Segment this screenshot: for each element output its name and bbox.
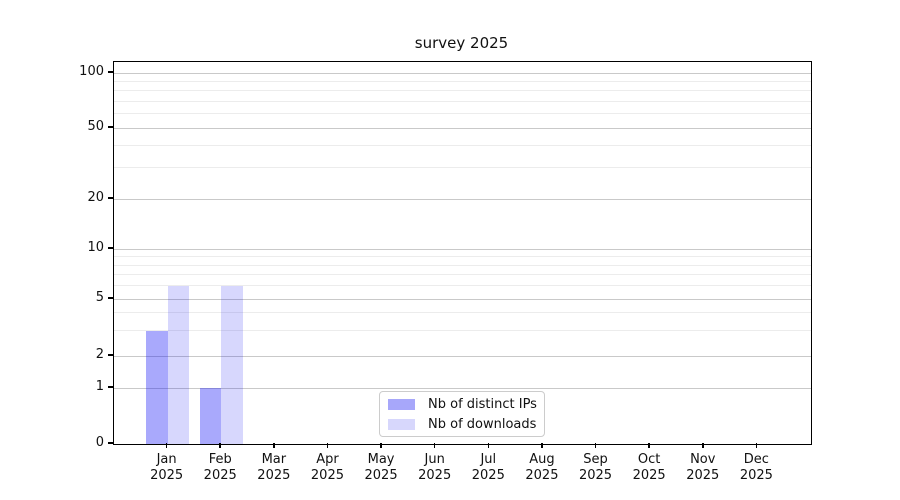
x-tick-label-month: Jan	[156, 452, 177, 467]
legend-label: Nb of downloads	[428, 416, 537, 432]
x-tick-label-month: Apr	[316, 452, 339, 467]
x-tick-label-year: 2025	[739, 468, 773, 483]
y-tick-label: 10	[87, 240, 104, 255]
x-tick-mark	[380, 443, 382, 448]
gridline-major	[114, 298, 811, 300]
plot-area: Nb of distinct IPs Nb of downloads	[113, 61, 812, 445]
x-tick-label-year: 2025	[686, 468, 720, 483]
x-tick-label-year: 2025	[632, 468, 666, 483]
gridline-minor	[114, 80, 811, 82]
y-tick-mark	[108, 247, 113, 249]
x-tick-label: Oct 2025	[621, 452, 677, 484]
gridline-major	[114, 387, 811, 389]
y-tick-mark	[108, 297, 113, 299]
gridline-major	[114, 198, 811, 200]
x-tick-label: Jun 2025	[407, 452, 463, 484]
y-tick-label: 20	[87, 190, 104, 205]
y-tick-label: 5	[95, 290, 104, 305]
legend-item: Nb of distinct IPs	[388, 394, 537, 414]
gridline-major	[114, 355, 811, 357]
x-tick-mark	[433, 443, 436, 448]
x-tick-mark	[541, 443, 543, 448]
chart-title: survey 2025	[414, 34, 509, 52]
x-tick-label-year: 2025	[471, 468, 505, 483]
gridline-major	[114, 248, 811, 250]
x-tick-mark	[326, 443, 329, 448]
x-tick-label-month: Sep	[583, 452, 608, 467]
y-tick-mark	[108, 197, 113, 199]
gridline-minor	[114, 144, 811, 146]
gridline-minor	[114, 100, 811, 102]
legend-swatch	[388, 398, 415, 410]
x-tick-label: Aug 2025	[514, 452, 570, 484]
x-tick-label-month: Jul	[480, 452, 497, 467]
x-tick-label-month: Feb	[208, 452, 232, 467]
y-tick-mark	[108, 386, 113, 388]
x-tick-label-year: 2025	[257, 468, 291, 483]
x-tick-label: Jul 2025	[460, 452, 516, 484]
x-tick-label: May 2025	[353, 452, 409, 484]
gridline-minor	[114, 256, 811, 258]
gridline-major	[114, 127, 811, 129]
x-tick-label: Nov 2025	[675, 452, 731, 484]
gridline-minor	[114, 274, 811, 276]
y-tick-mark	[108, 126, 113, 128]
legend: Nb of distinct IPs Nb of downloads	[379, 391, 545, 437]
legend-label: Nb of distinct IPs	[428, 396, 537, 412]
x-tick-label-month: Nov	[690, 452, 716, 467]
y-tick-label: 2	[95, 347, 104, 362]
x-tick-label-year: 2025	[364, 468, 398, 483]
y-tick-mark	[108, 354, 113, 356]
x-tick-label-month: Mar	[261, 452, 287, 467]
y-tick-label: 0	[95, 435, 104, 450]
x-tick-mark	[165, 443, 168, 448]
gridline-minor	[114, 167, 811, 169]
x-tick-label: Jan 2025	[139, 452, 195, 484]
x-tick-mark	[755, 443, 758, 448]
gridline-minor	[114, 264, 811, 266]
bar-downloads	[167, 285, 190, 444]
x-tick-mark	[648, 443, 650, 448]
x-tick-label-year: 2025	[578, 468, 613, 483]
y-tick-label: 100	[79, 64, 104, 79]
legend-item: Nb of downloads	[388, 414, 536, 434]
x-tick-label: Apr 2025	[299, 452, 355, 484]
x-tick-label-month: May	[367, 452, 395, 467]
y-tick-label: 50	[87, 119, 104, 134]
gridline-minor	[114, 312, 811, 314]
x-tick-label-year: 2025	[310, 468, 344, 483]
x-tick-mark	[702, 443, 704, 448]
x-tick-label-year: 2025	[150, 468, 184, 483]
x-tick-mark	[487, 443, 490, 448]
x-tick-mark	[219, 443, 221, 448]
y-tick-label: 1	[95, 379, 104, 394]
x-tick-label: Feb 2025	[192, 452, 248, 484]
x-tick-label-month: Dec	[743, 452, 769, 467]
x-tick-label: Sep 2025	[568, 452, 624, 484]
legend-swatch	[388, 418, 415, 430]
bar-downloads	[221, 285, 243, 444]
gridline-minor	[114, 113, 811, 115]
y-tick-mark	[108, 442, 113, 444]
gridline-minor	[114, 330, 811, 332]
gridline-minor	[114, 90, 811, 92]
x-tick-label-month: Aug	[529, 452, 555, 467]
bar-distinct-ips	[199, 388, 222, 444]
x-tick-label-month: Oct	[637, 452, 661, 467]
bar-distinct-ips	[146, 330, 168, 444]
x-tick-label-year: 2025	[203, 468, 237, 483]
x-tick-label: Mar 2025	[246, 452, 302, 484]
x-tick-label-year: 2025	[418, 468, 452, 483]
x-tick-mark	[273, 443, 275, 448]
x-tick-label: Dec 2025	[728, 452, 784, 484]
x-tick-label-year: 2025	[525, 468, 559, 483]
x-tick-label-month: Jun	[424, 452, 445, 467]
y-tick-mark	[108, 71, 113, 73]
gridline-minor	[114, 285, 811, 287]
x-tick-mark	[594, 443, 597, 448]
gridline-major	[114, 72, 811, 74]
